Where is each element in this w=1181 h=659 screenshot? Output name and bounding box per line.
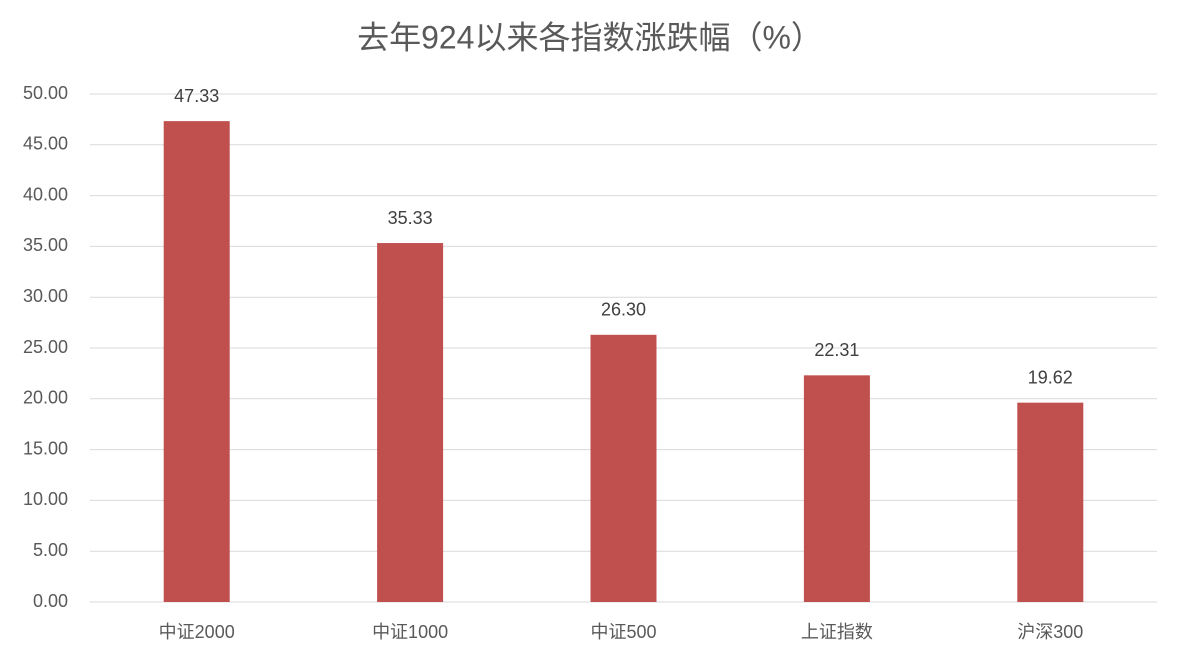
value-label: 19.62 (1028, 367, 1073, 387)
x-tick-label: 中证2000 (159, 622, 235, 642)
bar (1017, 402, 1084, 602)
y-tick-label: 40.00 (23, 184, 68, 204)
bar (803, 375, 870, 602)
bar (377, 243, 444, 603)
y-tick-label: 10.00 (23, 489, 68, 509)
y-tick-label: 25.00 (23, 337, 68, 357)
y-tick-label: 5.00 (33, 540, 68, 560)
bar (163, 121, 230, 602)
y-tick-label: 20.00 (23, 388, 68, 408)
x-tick-label: 中证1000 (372, 622, 448, 642)
y-tick-label: 15.00 (23, 438, 68, 458)
y-tick-label: 35.00 (23, 235, 68, 255)
value-label: 26.30 (601, 300, 646, 320)
y-tick-label: 50.00 (23, 83, 68, 103)
bar (590, 334, 657, 602)
chart-title: 去年924以来各指数涨跌幅（%） (357, 19, 823, 55)
value-label: 35.33 (388, 208, 433, 228)
value-label: 22.31 (814, 340, 859, 360)
value-label: 47.33 (174, 86, 219, 106)
y-tick-label: 0.00 (33, 591, 68, 611)
x-tick-label: 上证指数 (801, 622, 873, 642)
y-tick-label: 45.00 (23, 134, 68, 154)
y-tick-label: 30.00 (23, 286, 68, 306)
x-tick-label: 沪深300 (1017, 622, 1083, 642)
x-tick-label: 中证500 (590, 622, 656, 642)
